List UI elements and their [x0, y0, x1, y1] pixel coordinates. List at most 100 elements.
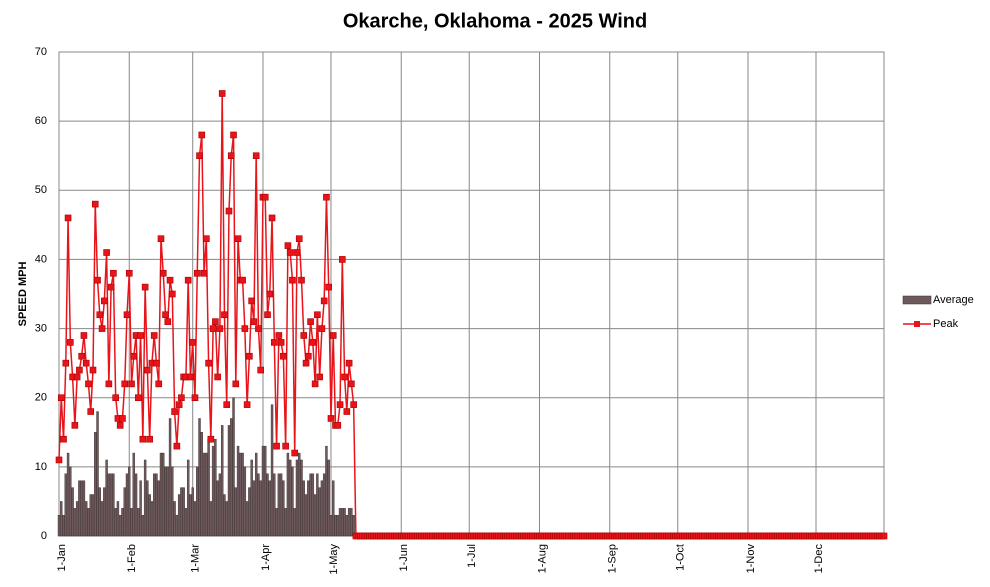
marker: [246, 352, 253, 360]
marker: [212, 318, 219, 325]
y-tick-label: 20: [35, 392, 47, 404]
bar: [150, 501, 154, 537]
bar: [116, 501, 120, 537]
bar: [266, 473, 269, 537]
marker: [227, 152, 235, 160]
x-tick-label: 1-Mar: [190, 544, 202, 573]
marker: [280, 352, 287, 360]
marker: [323, 193, 330, 201]
marker: [94, 276, 101, 284]
marker: [64, 214, 72, 222]
bar: [220, 425, 224, 537]
marker: [144, 366, 151, 374]
marker: [198, 131, 206, 139]
marker: [880, 532, 888, 540]
bar: [302, 480, 305, 537]
marker: [264, 311, 271, 319]
marker: [169, 290, 176, 298]
chart-title: Okarche, Oklahoma - 2025 Wind: [343, 10, 647, 32]
bar: [186, 459, 190, 537]
bar: [66, 452, 70, 537]
bar: [182, 487, 185, 537]
marker: [105, 380, 113, 388]
bar: [73, 508, 77, 537]
legend-swatch: [902, 295, 932, 305]
bar: [347, 508, 351, 537]
marker: [110, 269, 117, 277]
legend-label: Peak: [933, 318, 959, 330]
y-axis-label: SPEED MPH: [17, 262, 29, 327]
marker: [216, 325, 224, 332]
marker: [314, 311, 321, 319]
marker: [193, 269, 201, 277]
marker: [277, 339, 285, 346]
marker: [305, 352, 312, 360]
bar: [107, 473, 111, 537]
marker: [139, 435, 147, 443]
bar: [128, 466, 131, 537]
marker: [62, 359, 70, 367]
marker: [205, 359, 212, 367]
bar: [114, 508, 117, 537]
bar: [75, 501, 79, 537]
legend-item: Peak: [903, 318, 959, 330]
marker: [341, 373, 348, 381]
marker: [225, 207, 233, 215]
marker: [230, 131, 237, 139]
bar: [338, 508, 342, 537]
bar: [320, 480, 324, 537]
marker: [157, 235, 165, 242]
bar: [137, 508, 140, 537]
marker: [221, 311, 228, 319]
marker: [71, 422, 79, 429]
x-tick-label: 1-Sep: [607, 544, 619, 573]
bar: [343, 508, 346, 537]
bar: [180, 487, 183, 537]
marker: [103, 249, 110, 256]
marker: [284, 242, 292, 249]
bar: [243, 466, 247, 537]
x-tick-label: 1-Oct: [675, 544, 687, 571]
marker: [98, 325, 106, 332]
marker: [252, 152, 260, 160]
marker: [125, 269, 133, 277]
bar: [259, 480, 262, 537]
marker: [130, 352, 138, 360]
marker: [318, 325, 326, 332]
marker: [286, 249, 294, 256]
marker: [300, 332, 308, 339]
bar: [218, 473, 222, 537]
marker: [293, 249, 301, 256]
bar: [254, 452, 258, 537]
bar: [207, 439, 210, 537]
marker: [121, 380, 129, 388]
bar: [279, 473, 283, 537]
bar: [232, 397, 235, 537]
bar: [191, 487, 194, 537]
bar: [82, 480, 86, 537]
bar: [143, 459, 147, 537]
bar: [341, 508, 344, 537]
marker: [175, 401, 183, 408]
marker: [155, 380, 163, 388]
bar: [257, 473, 260, 537]
marker: [67, 339, 74, 346]
bar: [248, 487, 251, 537]
marker: [268, 214, 276, 222]
y-tick-label: 30: [35, 322, 47, 334]
x-tick-label: 1-Apr: [260, 544, 272, 571]
marker: [89, 366, 97, 374]
marker: [257, 366, 265, 374]
marker: [239, 276, 246, 284]
bar: [139, 480, 142, 537]
y-tick-label: 60: [35, 115, 47, 127]
marker: [307, 318, 314, 325]
marker: [243, 401, 251, 408]
marker: [241, 325, 249, 332]
marker: [150, 332, 158, 339]
bar: [103, 487, 106, 537]
bar: [252, 480, 256, 537]
marker: [255, 325, 262, 332]
marker: [311, 380, 319, 388]
